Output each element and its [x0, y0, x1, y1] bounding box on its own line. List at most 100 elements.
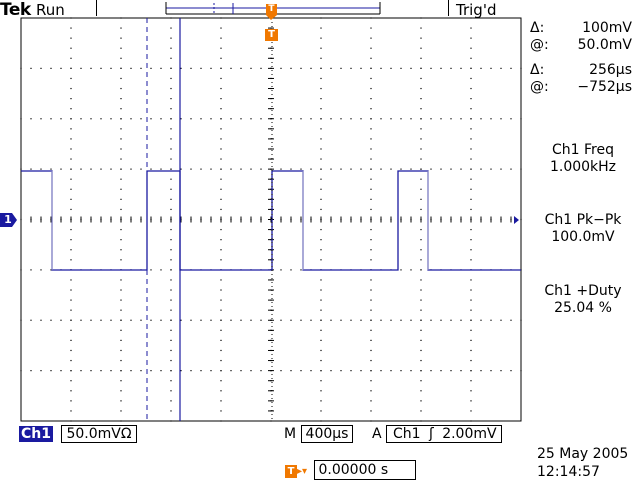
grid-dot	[410, 118, 412, 120]
grid-dot	[120, 339, 122, 341]
grid-dot	[390, 168, 392, 170]
grid-dot	[170, 349, 172, 352]
grid-dot	[420, 370, 422, 372]
grid-dot	[370, 249, 372, 251]
grid-dot	[370, 370, 372, 372]
grid-dot	[470, 208, 472, 211]
grid-dot	[320, 329, 322, 331]
grid-dot	[170, 259, 172, 261]
grid-dot	[70, 339, 72, 341]
grid-dot	[470, 289, 472, 291]
grid-dot	[170, 380, 172, 382]
grid-dot	[20, 67, 22, 69]
grid-dot	[140, 370, 142, 372]
grid-dot	[320, 289, 322, 291]
grid-dot	[320, 138, 322, 140]
grid-dot	[170, 400, 172, 402]
grid-dot	[130, 118, 132, 120]
trigger-level-arrow	[514, 216, 519, 224]
grid-dot	[480, 118, 482, 120]
grid-dot	[470, 319, 472, 321]
grid-dot	[100, 319, 102, 321]
grid-dot	[450, 370, 452, 372]
grid-dot	[420, 87, 422, 90]
grid-dot	[220, 118, 222, 120]
grid-dot	[190, 370, 192, 372]
grid-dot	[400, 67, 402, 69]
grid-dot	[120, 319, 122, 321]
grid-dot	[450, 319, 452, 321]
grid-dot	[320, 27, 322, 29]
measurement-label: Ch1 Pk−Pk	[544, 212, 622, 228]
grid-dot	[170, 390, 172, 392]
grid-dot	[370, 359, 372, 362]
delta-v-symbol: Δ:	[530, 20, 545, 36]
grid-dot	[520, 67, 522, 69]
grid-dot	[140, 118, 142, 120]
grid-dot	[510, 67, 512, 69]
grid-dot	[50, 168, 52, 170]
trigger-position-readout[interactable]: T ▸▾ 0.00000 s	[285, 460, 416, 481]
grid-dot	[70, 148, 72, 150]
grid-dot	[330, 370, 332, 372]
grid-dot	[370, 17, 372, 19]
grid-dot	[500, 67, 502, 69]
trigger-readout[interactable]: A Ch1 ʃ 2.00mV	[372, 425, 502, 443]
grid-dot	[320, 57, 322, 59]
grid-dot	[120, 67, 122, 69]
grid-dot	[70, 299, 72, 301]
grid-dot	[70, 158, 72, 160]
grid-dot	[80, 67, 82, 69]
grid-dot	[470, 87, 472, 90]
grid-dot	[320, 188, 322, 190]
grid-dot	[400, 118, 402, 120]
grid-dot	[360, 118, 362, 120]
grid-dot	[230, 370, 232, 372]
grid-dot	[320, 259, 322, 261]
grid-dot	[420, 148, 422, 150]
grid-dot	[350, 319, 352, 321]
grid-dot	[320, 339, 322, 341]
grid-dot	[210, 370, 212, 372]
grid-dot	[200, 370, 202, 372]
grid-dot	[320, 98, 322, 100]
grid-dot	[120, 128, 122, 130]
channel-marker-shape	[0, 213, 17, 227]
channel-scale[interactable]: Ch1 50.0mVΩ	[19, 425, 137, 443]
grid-dot	[30, 67, 32, 69]
grid-dot	[290, 269, 292, 271]
grid-dot	[420, 108, 422, 110]
grid-dot	[250, 319, 252, 321]
grid-dot	[320, 168, 322, 170]
grid-dot	[120, 178, 122, 180]
grid-dot	[360, 67, 362, 69]
delta-t-symbol: Δ:	[530, 62, 545, 78]
grid-dot	[140, 319, 142, 321]
grid-dot	[520, 370, 522, 372]
grid-dot	[370, 259, 372, 261]
grid-dot	[20, 269, 22, 271]
grid-dot	[250, 67, 252, 69]
grid-dot	[420, 67, 422, 69]
grid-dot	[110, 319, 112, 321]
grid-dot	[370, 87, 372, 90]
grid-dot	[170, 57, 172, 59]
grid-dot	[120, 359, 122, 362]
grid-dot	[220, 239, 222, 241]
delta-v-value: 100mV	[582, 20, 632, 36]
grid-dot	[470, 299, 472, 301]
grid-dot	[220, 178, 222, 180]
grid-dot	[320, 299, 322, 301]
grid-dot	[120, 380, 122, 382]
header-divider	[96, 0, 97, 16]
grid-dot	[170, 319, 172, 321]
at-v-value: 50.0mV	[577, 37, 632, 53]
grid-dot	[150, 168, 152, 170]
grid-dot	[490, 370, 492, 372]
grid-dot	[220, 57, 222, 59]
grid-dot	[70, 309, 72, 311]
timebase-readout[interactable]: M 400µs	[284, 425, 354, 443]
grid-dot	[480, 319, 482, 321]
grid-dot	[180, 319, 182, 321]
